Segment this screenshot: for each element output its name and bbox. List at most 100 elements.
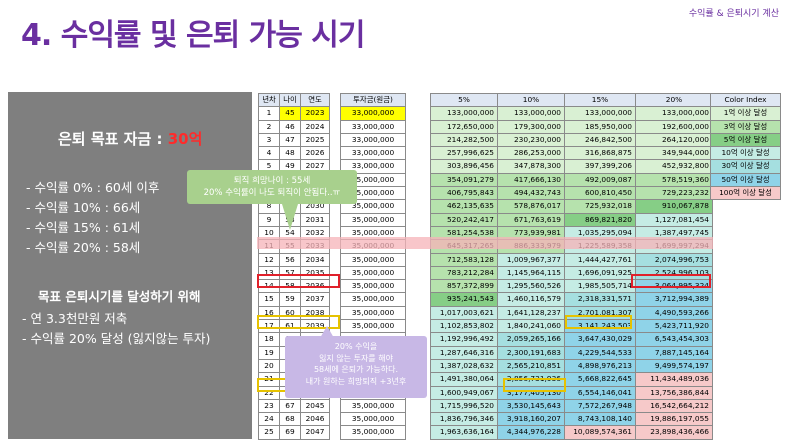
goal-label: 은퇴 목표 자금 :: [58, 130, 168, 148]
table-cell: 1: [258, 106, 280, 121]
table-cell: 397,399,206: [564, 159, 636, 174]
table-cell: 1,287,646,316: [430, 345, 498, 360]
table-cell: 406,795,843: [430, 186, 498, 201]
table-cell: 417,666,130: [497, 172, 565, 188]
table-cell: 354,091,279: [430, 172, 498, 188]
scenario-0: - 수익률 0% : 60세 이후: [26, 180, 160, 195]
color-index-row: 10억 이상 달성: [710, 146, 781, 161]
color-index-row: 30억 이상 달성: [710, 159, 781, 174]
table-cell: 7,887,145,164: [635, 345, 713, 360]
table-cell: 1,715,996,520: [430, 398, 498, 414]
table-row: 3 47 2025 33,000,000: [258, 132, 406, 148]
table-cell: 783,212,284: [430, 265, 498, 281]
color-index-item: 100억 이상 달성: [710, 186, 781, 201]
table-cell: 286,253,000: [497, 146, 565, 161]
table-cell: 16,542,664,212: [635, 398, 713, 414]
callout-purple-line-2: 잃지 않는 투자를 해야: [319, 353, 393, 363]
table-cell: 2046: [300, 412, 330, 427]
table-cell: 35,000,000: [340, 252, 406, 267]
table-cell: 67: [279, 398, 301, 414]
table-cell: 1,840,241,060: [497, 319, 565, 334]
table-cell: 33,000,000: [340, 119, 406, 134]
table-cell: 2,318,331,571: [564, 292, 636, 307]
table-row: 133,000,000 133,000,000 133,000,000 133,000…: [430, 106, 713, 121]
table-cell: 600,810,450: [564, 186, 636, 201]
corner-label: 수익률 & 은퇴시기 계산: [688, 9, 779, 19]
table-row: 25 69 2047 35,000,000: [258, 425, 406, 440]
table-cell: 303,896,456: [430, 159, 498, 174]
table-cell: 1,491,380,064: [430, 372, 498, 387]
table-row: 1,192,996,492 2,059,265,166 3,647,430,029 6…: [430, 332, 713, 347]
color-index-row: 50억 이상 달성: [710, 172, 781, 188]
table-row: 12 56 2034 35,000,000: [258, 252, 406, 267]
table-row: 581,254,538 773,939,981 1,035,295,094 1,387…: [430, 225, 713, 241]
color-index-item: 50억 이상 달성: [710, 172, 781, 188]
table-cell: 3: [258, 132, 280, 148]
table-cell: 1,192,996,492: [430, 332, 498, 347]
table-cell: 1,963,636,164: [430, 425, 498, 440]
col-20pct: 20%: [635, 92, 713, 108]
spacer-cell: [330, 426, 341, 439]
table-cell: 462,135,635: [430, 199, 498, 214]
col-year-index: 년차: [258, 92, 280, 108]
table-cell: 33,000,000: [340, 132, 406, 148]
table-cell: 2023: [300, 106, 330, 121]
col-principal: 투자금(원금): [340, 92, 406, 108]
table-cell: 68: [279, 412, 301, 427]
table-cell: 33,000,000: [340, 159, 406, 174]
table-row: 783,212,284 1,145,964,115 1,696,091,925 2,5…: [430, 265, 713, 281]
table-cell: 246,842,500: [564, 132, 636, 148]
table-row: 9 53 2031 35,000,000: [258, 212, 406, 227]
table-cell: 19: [258, 345, 280, 360]
table-row: 1,715,996,520 3,530,145,643 7,572,267,948 1…: [430, 398, 713, 414]
table-cell: 1,102,853,802: [430, 319, 498, 334]
table-cell: 3,141,243,503: [564, 319, 636, 334]
table-cell: 316,868,875: [564, 146, 636, 161]
color-index-item: 10억 이상 달성: [710, 146, 781, 161]
table-cell: 1,009,967,377: [497, 252, 565, 267]
table-row: 354,091,279 417,666,130 492,009,087 578,519…: [430, 172, 713, 188]
table-cell: 24: [258, 412, 280, 427]
table-cell: 23: [258, 398, 280, 414]
retire-target-row-highlight: [257, 237, 713, 249]
table-row: 1 45 2023 33,000,000: [258, 106, 406, 121]
callout-purple-line-1: 20% 수익을: [334, 342, 378, 351]
table-cell: 192,600,000: [635, 119, 713, 134]
table-cell: 2031: [300, 212, 330, 227]
table-cell: 1,696,091,925: [564, 265, 636, 281]
table-cell: 2,300,191,683: [497, 345, 565, 360]
table-cell: 133,000,000: [564, 106, 636, 121]
table-cell: 179,300,000: [497, 119, 565, 134]
color-index-row: 100억 이상 달성: [710, 186, 781, 201]
spacer-cell: [330, 107, 341, 120]
table-cell: 230,230,000: [497, 132, 565, 148]
table-cell: 492,009,087: [564, 172, 636, 188]
table-cell: 857,372,899: [430, 279, 498, 294]
goal-line: 은퇴 목표 자금 : 30억: [58, 128, 202, 149]
table-cell: 47: [279, 132, 301, 148]
table-cell: 264,120,000: [635, 132, 713, 148]
table-cell: 1,035,295,094: [564, 225, 636, 241]
action-saving: - 연 3.3천만원 저축: [22, 311, 128, 326]
col-15pct: 15%: [564, 92, 636, 108]
table-cell: 133,000,000: [635, 106, 713, 121]
table-cell: 347,878,300: [497, 159, 565, 174]
table-cell: 35,000,000: [340, 265, 406, 281]
table-cell: 5,423,711,920: [635, 319, 713, 334]
table-cell: 578,876,017: [497, 199, 565, 214]
table-row: 303,896,456 347,878,300 397,399,206 452,932…: [430, 159, 713, 174]
goal-value: 30억: [167, 130, 203, 148]
table-cell: 2025: [300, 132, 330, 148]
spacer-cell: [330, 133, 341, 146]
callout-green-line-2: 20% 수익률이 나도 퇴직이 안됨다..ㅠ: [203, 188, 341, 198]
col-age: 나이: [279, 92, 301, 108]
table-cell: 11,434,489,036: [635, 372, 713, 387]
table-cell: 4,229,544,533: [564, 345, 636, 360]
table-cell: 18: [258, 332, 280, 347]
table-cell: 3,918,160,207: [497, 412, 565, 427]
table-cell: 2,524,996,103: [635, 265, 713, 281]
table-cell: 133,000,000: [497, 106, 565, 121]
table-row: 172,650,000 179,300,000 185,950,000 192,600…: [430, 119, 713, 134]
table-cell: 3,647,430,029: [564, 332, 636, 347]
table-row: 23 67 2045 35,000,000: [258, 398, 406, 414]
